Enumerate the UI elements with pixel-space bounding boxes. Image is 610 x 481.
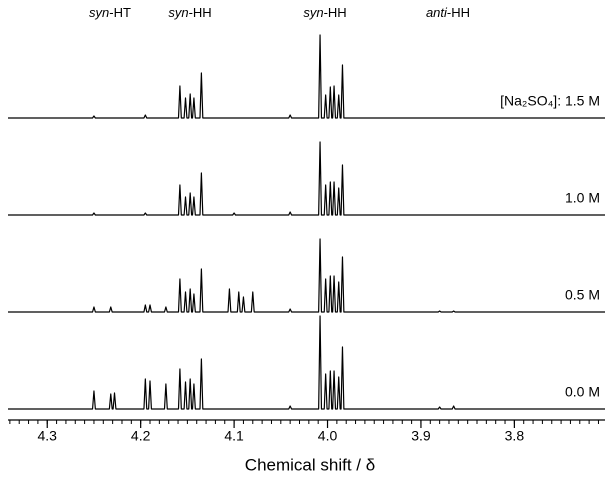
- annotation: syn-HH: [303, 5, 346, 20]
- spectrum: [8, 34, 605, 119]
- series-label: [Na₂SO₄]: 1.5 M: [500, 93, 600, 109]
- x-axis-label: Chemical shift / δ: [245, 455, 375, 474]
- series-label: 0.0 M: [565, 384, 600, 400]
- annotation: syn-HH: [168, 5, 211, 20]
- x-tick-label: 3.9: [411, 428, 431, 444]
- x-tick-label: 4.3: [38, 428, 58, 444]
- x-tick-label: 4.1: [224, 428, 244, 444]
- series-label: 0.5 M: [565, 287, 600, 303]
- spectrum: [8, 141, 605, 216]
- x-tick-label: 3.8: [505, 428, 525, 444]
- spectrum: [8, 315, 605, 410]
- series-label: 1.0 M: [565, 190, 600, 206]
- x-tick-label: 4.0: [318, 428, 338, 444]
- annotation: anti-HH: [426, 5, 470, 20]
- x-tick-label: 4.2: [131, 428, 151, 444]
- spectrum: [8, 238, 605, 313]
- annotation: syn-HT: [89, 5, 131, 20]
